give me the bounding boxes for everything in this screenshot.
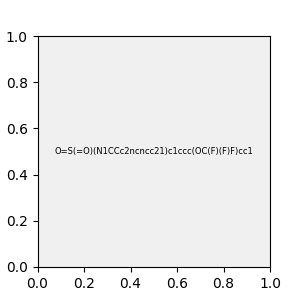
Text: O=S(=O)(N1CCc2ncncc21)c1ccc(OC(F)(F)F)cc1: O=S(=O)(N1CCc2ncncc21)c1ccc(OC(F)(F)F)cc… bbox=[54, 147, 253, 156]
